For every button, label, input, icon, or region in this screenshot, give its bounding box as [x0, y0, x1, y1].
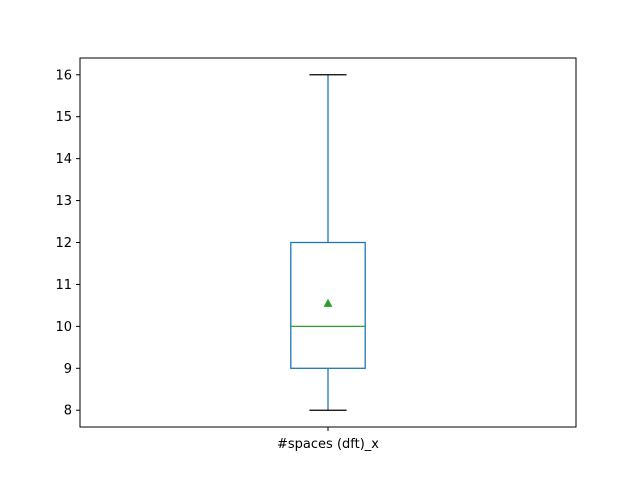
y-tick-label: 11 [55, 278, 72, 293]
y-tick-label: 14 [55, 152, 72, 167]
y-tick-label: 16 [55, 68, 72, 83]
y-tick-label: 8 [64, 404, 72, 419]
box-series [290, 74, 366, 411]
y-tick-label: 12 [55, 236, 72, 251]
mean-marker [323, 298, 333, 307]
y-tick-label: 10 [55, 320, 72, 335]
y-tick-label: 15 [55, 110, 72, 125]
y-axis: 8 9 10 11 12 13 14 15 16 [55, 68, 80, 419]
x-axis: #spaces (dft)_x [277, 427, 379, 452]
y-tick-label: 9 [64, 362, 72, 377]
iqr-box [290, 241, 366, 369]
y-tick-label: 13 [55, 194, 72, 209]
x-tick-label: #spaces (dft)_x [277, 437, 379, 452]
